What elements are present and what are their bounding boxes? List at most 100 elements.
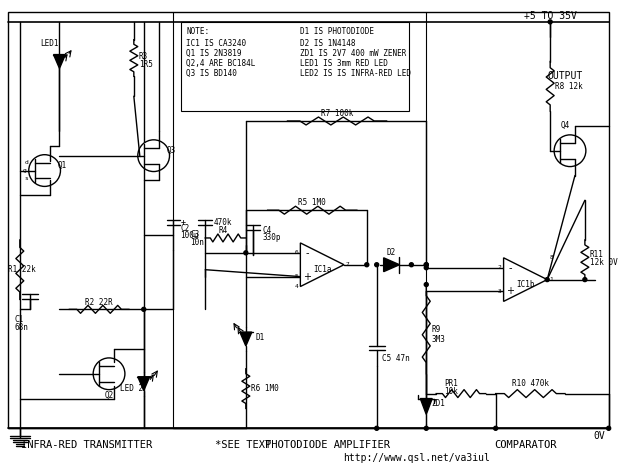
Text: R9: R9 bbox=[431, 325, 440, 333]
Text: 0V: 0V bbox=[593, 431, 605, 441]
Text: 470k: 470k bbox=[214, 218, 232, 226]
Text: LED 2: LED 2 bbox=[120, 384, 144, 393]
Text: R10 470k: R10 470k bbox=[512, 379, 549, 388]
Polygon shape bbox=[300, 243, 344, 287]
Text: R3: R3 bbox=[139, 52, 148, 61]
Text: NOTE:: NOTE: bbox=[187, 27, 210, 36]
Text: R4: R4 bbox=[218, 226, 228, 234]
Text: OUTPUT: OUTPUT bbox=[547, 71, 583, 81]
Polygon shape bbox=[240, 332, 252, 346]
Bar bbox=[182, 22, 409, 111]
Circle shape bbox=[29, 155, 60, 186]
Text: D2 IS 1N4148: D2 IS 1N4148 bbox=[300, 39, 356, 48]
Text: +: + bbox=[304, 272, 311, 282]
Text: D1: D1 bbox=[256, 333, 265, 341]
Bar bbox=[8, 12, 609, 428]
Text: IC1b: IC1b bbox=[516, 280, 535, 289]
Text: +: + bbox=[180, 218, 185, 226]
Text: 2: 2 bbox=[498, 265, 501, 270]
Text: 10k: 10k bbox=[444, 387, 458, 396]
Text: *SEE TEXT: *SEE TEXT bbox=[215, 440, 271, 450]
Text: R1 22k: R1 22k bbox=[8, 265, 35, 274]
Text: 68n: 68n bbox=[15, 323, 29, 332]
Circle shape bbox=[93, 358, 125, 389]
Text: Q4: Q4 bbox=[560, 121, 570, 130]
Circle shape bbox=[583, 277, 587, 282]
Text: Q1: Q1 bbox=[58, 161, 67, 170]
Text: D1 IS PHOTODIODE: D1 IS PHOTODIODE bbox=[300, 27, 374, 36]
Text: -: - bbox=[305, 248, 309, 258]
Text: PR1: PR1 bbox=[444, 379, 458, 388]
Circle shape bbox=[409, 263, 414, 267]
Text: Q1 IS 2N3819: Q1 IS 2N3819 bbox=[187, 49, 242, 58]
Text: C5 47n: C5 47n bbox=[382, 354, 409, 363]
Text: 10n: 10n bbox=[190, 239, 204, 248]
Text: LED1: LED1 bbox=[40, 39, 59, 48]
Text: Q2,4 ARE BC184L: Q2,4 ARE BC184L bbox=[187, 59, 256, 68]
Circle shape bbox=[424, 263, 428, 267]
Text: ZD1: ZD1 bbox=[431, 399, 445, 408]
Text: s: s bbox=[25, 176, 29, 181]
Circle shape bbox=[244, 251, 248, 255]
Text: Q3: Q3 bbox=[167, 146, 176, 155]
Circle shape bbox=[548, 20, 552, 24]
Polygon shape bbox=[53, 55, 65, 69]
Text: R5 1M0: R5 1M0 bbox=[299, 198, 326, 207]
Text: 3: 3 bbox=[498, 289, 501, 294]
Circle shape bbox=[142, 307, 146, 311]
Text: g: g bbox=[23, 168, 27, 173]
Text: Q3 IS BD140: Q3 IS BD140 bbox=[187, 69, 237, 78]
Text: COMPARATOR: COMPARATOR bbox=[494, 440, 557, 450]
Text: 4: 4 bbox=[295, 284, 299, 289]
Text: LED2 IS IS INFRA-RED LED: LED2 IS IS INFRA-RED LED bbox=[300, 69, 411, 78]
Circle shape bbox=[424, 266, 428, 269]
Text: INFRA-RED TRANSMITTER: INFRA-RED TRANSMITTER bbox=[21, 440, 152, 450]
Circle shape bbox=[424, 263, 428, 267]
Text: 330p: 330p bbox=[262, 234, 281, 242]
Text: R6 1M0: R6 1M0 bbox=[251, 384, 279, 393]
Circle shape bbox=[138, 140, 170, 171]
Text: D2: D2 bbox=[387, 248, 396, 257]
Circle shape bbox=[606, 426, 611, 430]
Circle shape bbox=[374, 263, 379, 267]
Text: 100μ: 100μ bbox=[180, 232, 199, 241]
Text: Q2: Q2 bbox=[104, 391, 114, 400]
Text: +: + bbox=[506, 286, 514, 297]
Text: IC1a: IC1a bbox=[313, 265, 332, 274]
Text: R2 22R: R2 22R bbox=[85, 298, 113, 307]
Text: C3: C3 bbox=[190, 231, 200, 240]
Text: d: d bbox=[25, 160, 29, 165]
Text: ZD1 IS 2V7 400 mW ZENER: ZD1 IS 2V7 400 mW ZENER bbox=[300, 49, 407, 58]
Circle shape bbox=[424, 426, 428, 430]
Polygon shape bbox=[384, 258, 399, 272]
Text: 5: 5 bbox=[295, 274, 299, 279]
Text: IC1 IS CA3240: IC1 IS CA3240 bbox=[187, 39, 246, 48]
Circle shape bbox=[364, 263, 369, 267]
Text: 12k 0V: 12k 0V bbox=[590, 258, 618, 267]
Polygon shape bbox=[504, 258, 547, 301]
Text: PHOTODIODE AMPLIFIER: PHOTODIODE AMPLIFIER bbox=[264, 440, 389, 450]
Text: 1R5: 1R5 bbox=[139, 60, 152, 69]
Circle shape bbox=[545, 277, 549, 282]
Polygon shape bbox=[138, 377, 150, 390]
Circle shape bbox=[494, 426, 498, 430]
Text: LED1 IS 3mm RED LED: LED1 IS 3mm RED LED bbox=[300, 59, 388, 68]
Circle shape bbox=[374, 426, 379, 430]
Polygon shape bbox=[420, 398, 432, 414]
Text: -: - bbox=[509, 263, 513, 273]
Text: R8 12k: R8 12k bbox=[555, 82, 583, 91]
Text: http://www.qsl.net/va3iul: http://www.qsl.net/va3iul bbox=[343, 453, 490, 463]
Circle shape bbox=[424, 283, 428, 287]
Text: 7: 7 bbox=[346, 262, 350, 267]
Text: C4: C4 bbox=[262, 226, 272, 234]
Text: 1: 1 bbox=[549, 277, 553, 282]
Text: +5 TO 35V: +5 TO 35V bbox=[524, 11, 577, 21]
Text: R11: R11 bbox=[590, 250, 604, 259]
Text: C1: C1 bbox=[15, 315, 24, 324]
Text: C2: C2 bbox=[180, 224, 190, 233]
Text: 6: 6 bbox=[295, 250, 299, 255]
Text: R7 100k: R7 100k bbox=[321, 108, 353, 118]
Text: 3M3: 3M3 bbox=[431, 334, 445, 344]
Circle shape bbox=[554, 135, 586, 167]
Text: 8: 8 bbox=[549, 255, 553, 260]
